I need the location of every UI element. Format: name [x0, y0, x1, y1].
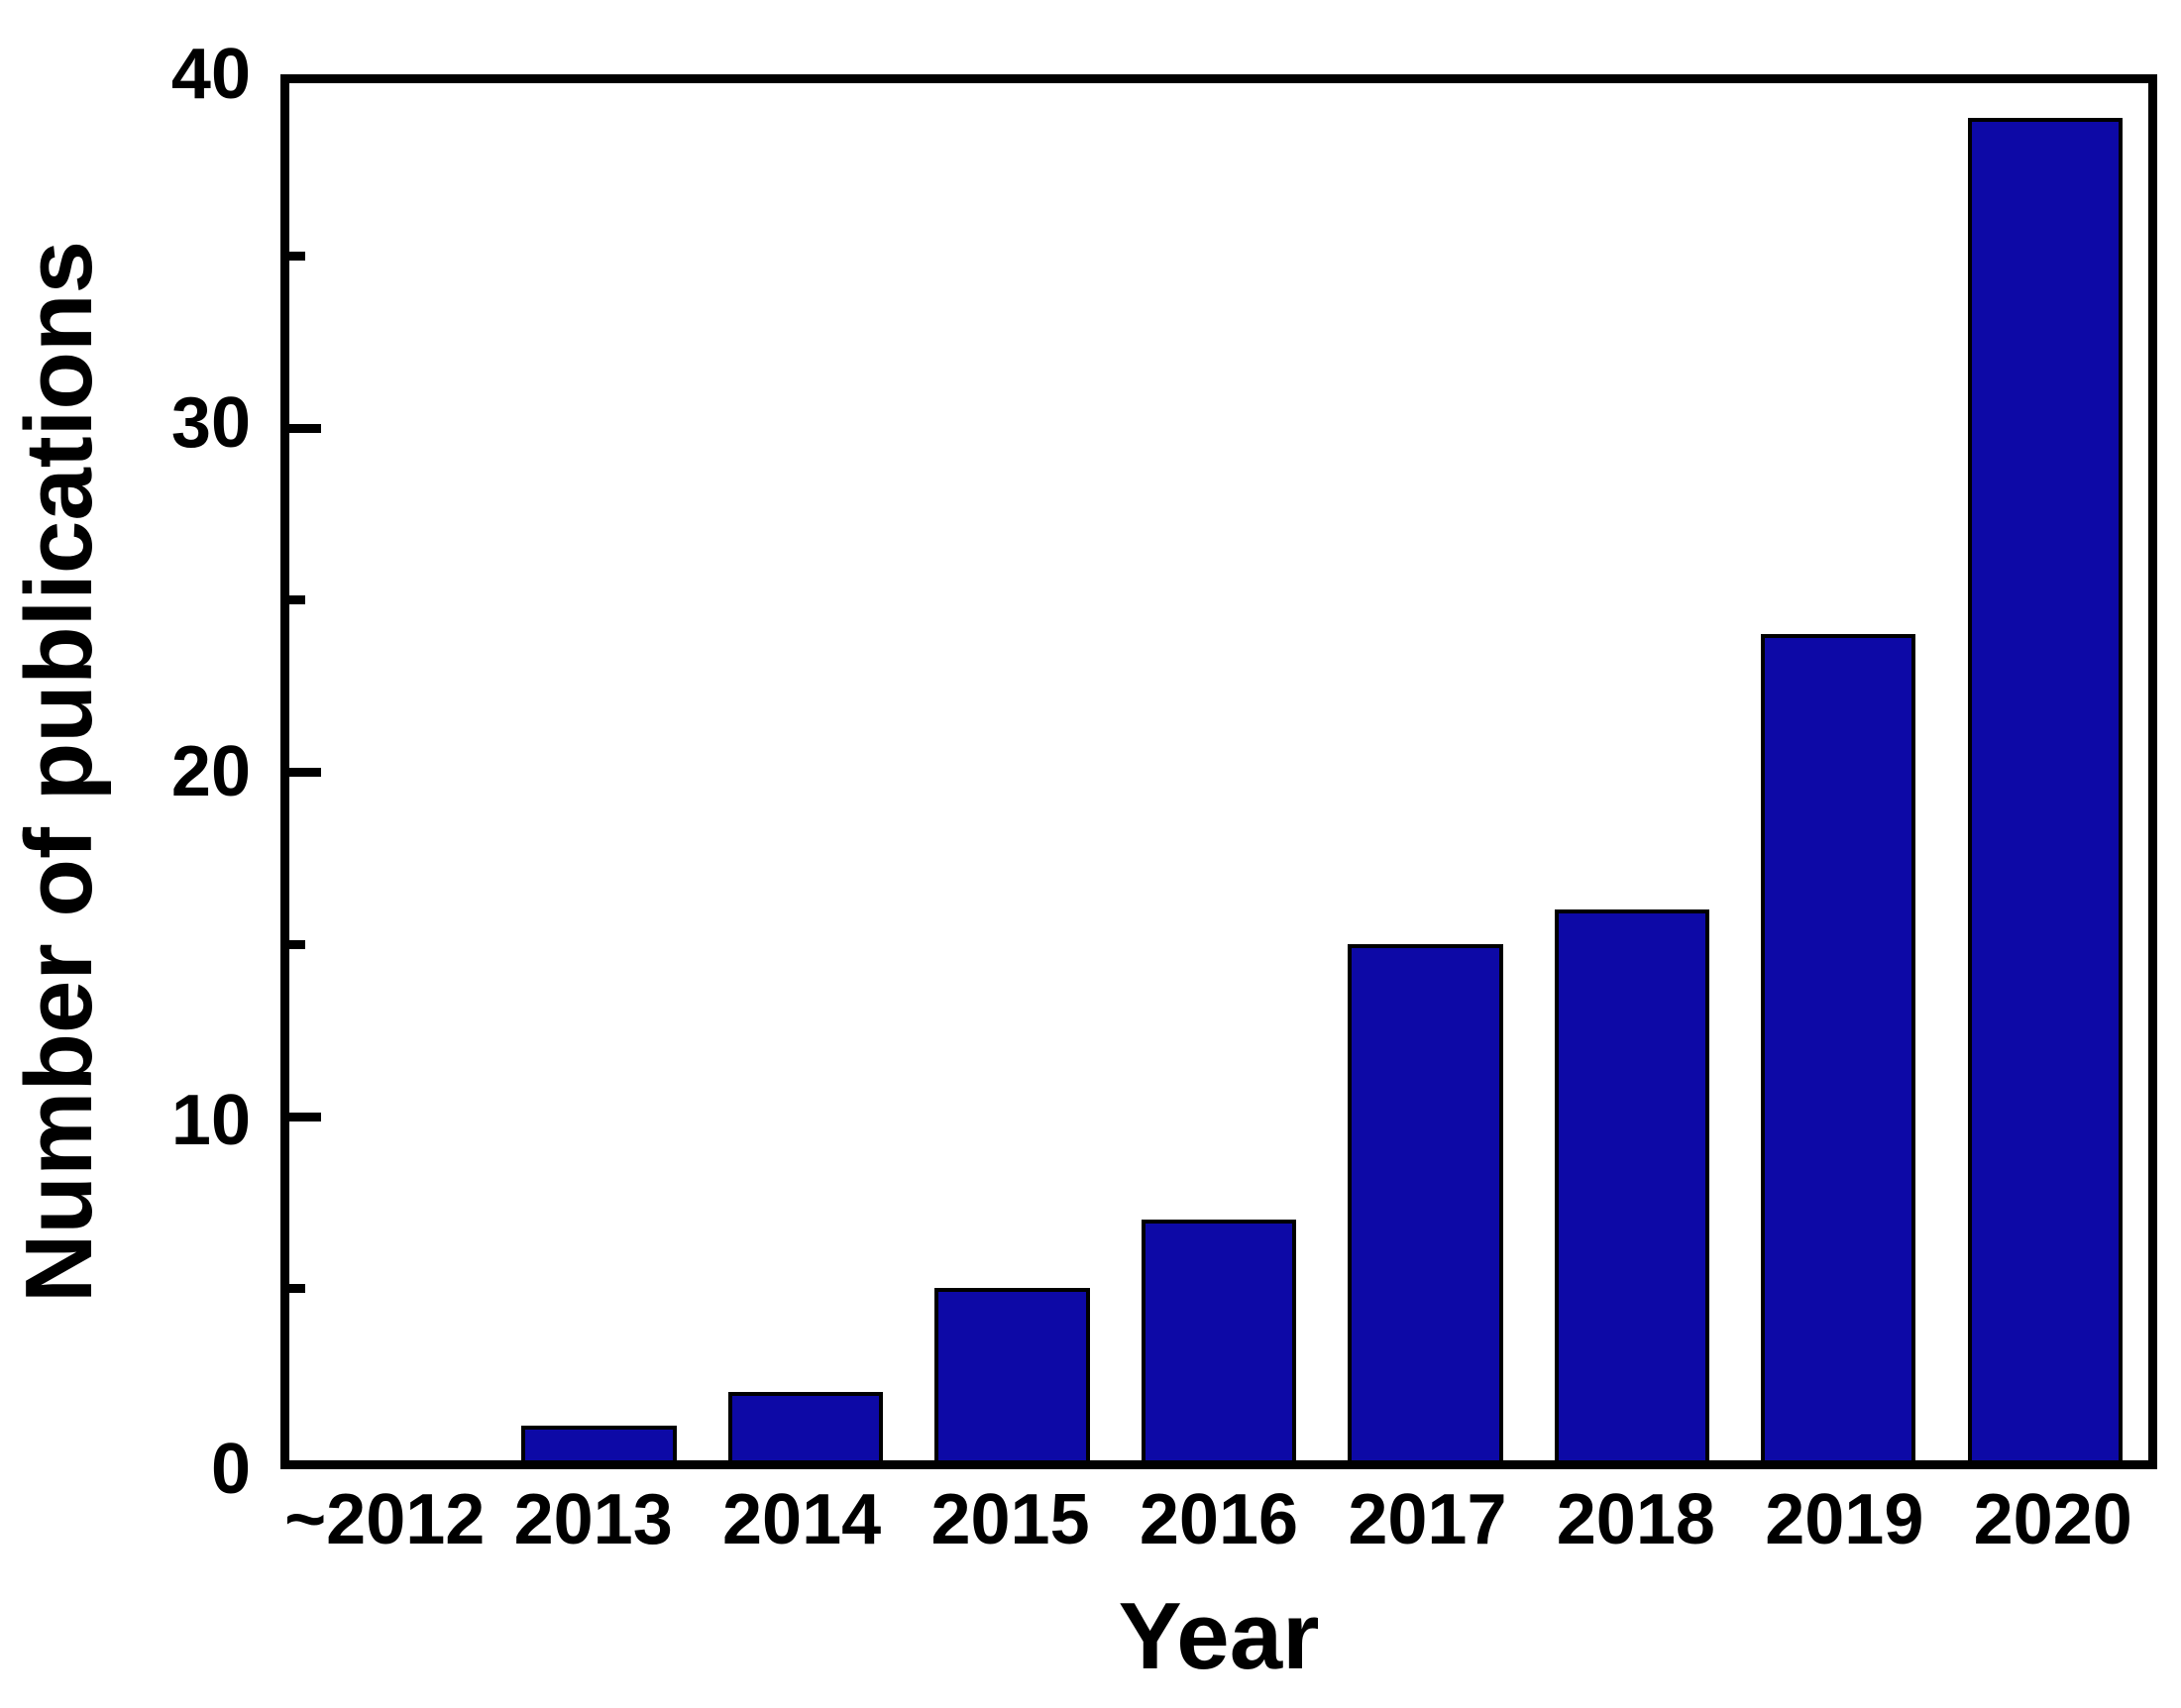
bar: [934, 1288, 1090, 1460]
x-tick-label: 2013: [513, 1480, 673, 1559]
bars-container: [289, 83, 2148, 1460]
bar: [521, 1426, 677, 1460]
y-minor-tick: [289, 251, 305, 261]
x-tick-label: 2015: [930, 1480, 1090, 1559]
y-major-tick: [289, 1112, 321, 1121]
bar: [1554, 909, 1709, 1460]
bar: [1141, 1219, 1297, 1460]
y-major-tick: [289, 768, 321, 777]
bar-slot: [1322, 83, 1528, 1460]
bar-slot: [1942, 83, 2148, 1460]
y-tick-label: 30: [170, 383, 251, 463]
bar: [1348, 943, 1503, 1460]
bar-slot: [703, 83, 909, 1460]
x-tick-label: 2017: [1348, 1480, 1507, 1559]
bar-slot: [1116, 83, 1322, 1460]
y-minor-tick: [289, 939, 305, 949]
y-minor-tick: [289, 595, 305, 605]
y-major-tick: [289, 423, 321, 433]
y-tick-label: 20: [170, 732, 251, 811]
y-tick-label: 40: [170, 35, 251, 114]
x-tick-label: 2018: [1556, 1480, 1715, 1559]
x-tick-label: 2019: [1765, 1480, 1924, 1559]
x-tick-label: 2014: [722, 1480, 882, 1559]
x-tick-label: ~2012: [284, 1480, 486, 1559]
y-minor-tick: [289, 1284, 305, 1294]
y-axis-tick-labels: 0 10 20 30 40: [0, 39, 251, 1505]
x-tick-label: 2020: [1973, 1480, 2132, 1559]
bar: [727, 1391, 884, 1460]
bar-slot: [495, 83, 702, 1460]
bar-slot: [1529, 83, 1735, 1460]
y-tick-label: 0: [210, 1430, 251, 1509]
x-axis-title: Year: [1118, 1583, 1320, 1689]
bar: [1761, 634, 1916, 1460]
x-axis-tick-labels: ~2012 2013 2014 2015 2016 2017 2018 2019 2020: [280, 1484, 2157, 1555]
plot-area: [280, 74, 2157, 1469]
bar-slot: [909, 83, 1115, 1460]
y-tick-label: 10: [170, 1081, 251, 1160]
bar: [1967, 117, 2123, 1460]
bar-slot: [1735, 83, 1941, 1460]
x-tick-label: 2016: [1139, 1480, 1299, 1559]
